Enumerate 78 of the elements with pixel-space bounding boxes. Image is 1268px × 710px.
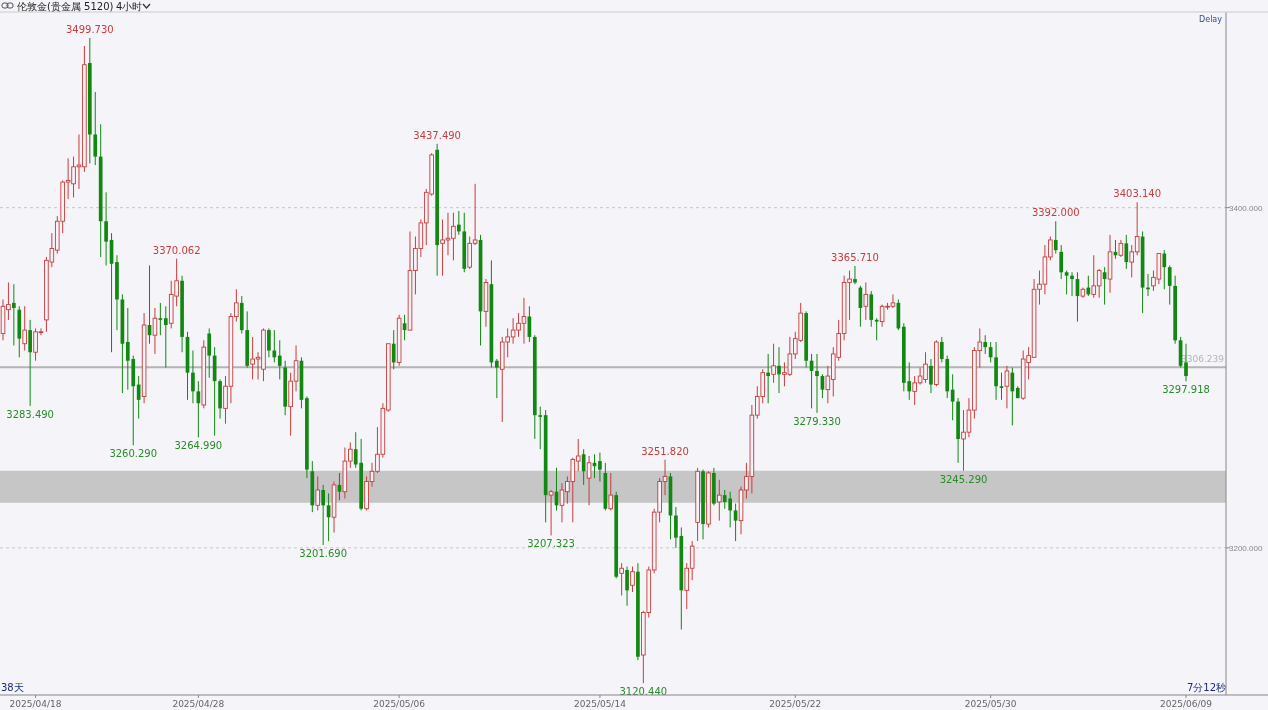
candlestick [717, 479, 722, 522]
candlestick [999, 372, 1004, 401]
x-tick-label: 2025/04/18 [9, 699, 62, 709]
chart-title: 伦敦金(贵金属 5120) [17, 1, 114, 12]
x-tick-label: 2025/05/30 [964, 699, 1017, 709]
candlestick [630, 566, 635, 593]
candlestick [983, 334, 988, 355]
chart-subtitle: 4小时 [116, 1, 143, 12]
candlestick [777, 346, 781, 394]
annotation: 3365.710 [831, 251, 879, 263]
candlestick [853, 265, 857, 285]
annotation: 3279.330 [793, 415, 841, 427]
annotation: 3251.820 [641, 445, 689, 457]
candlestick [1064, 270, 1069, 295]
candlestick [207, 327, 212, 379]
candlestick [272, 329, 277, 363]
annotation: 3499.730 [65, 23, 114, 35]
annotation: 3437.490 [413, 129, 461, 141]
candlestick [598, 452, 602, 483]
annotation: 3120.440 [619, 686, 668, 698]
candlestick [93, 91, 98, 166]
annotation: 3403.140 [1113, 188, 1162, 200]
candlestick [104, 191, 108, 266]
annotation: 3297.918 [1162, 384, 1210, 396]
candlestick [548, 489, 554, 536]
candlestick [929, 358, 933, 394]
candlestick [12, 283, 16, 346]
text: Delay [1199, 15, 1223, 24]
candlestick [267, 327, 271, 358]
candlestick [815, 353, 819, 414]
candlestick [625, 566, 629, 607]
candlestick [163, 305, 168, 369]
candlestick [586, 455, 592, 506]
candlestick [766, 353, 770, 404]
candlestick [1059, 244, 1064, 280]
candlestick [28, 319, 32, 407]
candlestick [939, 336, 944, 363]
candlestick [191, 350, 195, 404]
annotation: 7分12秒 [1186, 682, 1226, 693]
candlestick [1070, 271, 1074, 297]
candlestick [1053, 220, 1058, 255]
y-tick-label: 3400.000 [1229, 203, 1263, 213]
candlestick [456, 210, 461, 236]
candlestick [321, 484, 326, 546]
annotation: 3264.990 [174, 440, 223, 452]
candlestick [1004, 365, 1010, 409]
annotation: 3370.062 [152, 244, 201, 256]
candlestick [538, 406, 543, 450]
candlestick [863, 281, 869, 321]
candlestick [152, 307, 158, 355]
candlestick [874, 317, 879, 341]
candlestick [619, 562, 624, 596]
candlestick [1086, 275, 1091, 297]
y-tick-label: 3200.000 [1229, 543, 1263, 553]
annotation: 3283.490 [6, 408, 54, 420]
x-tick-label: 2025/05/06 [373, 699, 426, 709]
x-tick-label: 2025/05/14 [573, 699, 627, 709]
annotation: 3392.000 [1031, 207, 1080, 219]
candlestick [22, 305, 27, 352]
annotation: 3260.290 [109, 448, 158, 460]
candlestick [494, 358, 499, 399]
candlestick [277, 339, 282, 380]
candlestick [391, 329, 396, 370]
candlestick [1167, 264, 1172, 306]
annotation: 3201.690 [299, 547, 348, 559]
candlestick [136, 375, 141, 420]
x-tick-label: 2025/04/28 [172, 699, 225, 709]
x-tick-label: 2025/05/22 [769, 699, 822, 709]
candlestick [158, 302, 163, 336]
candlestick [1162, 249, 1167, 290]
candlestick [771, 343, 776, 384]
candlestick [1124, 234, 1129, 270]
annotation: 38天 [1, 682, 24, 693]
annotation: 3245.290 [939, 473, 988, 485]
annotation: 3207.323 [527, 538, 575, 550]
x-tick-label: 2025/06/09 [1160, 699, 1213, 709]
candlestick [608, 472, 614, 511]
candlestick [315, 475, 321, 511]
